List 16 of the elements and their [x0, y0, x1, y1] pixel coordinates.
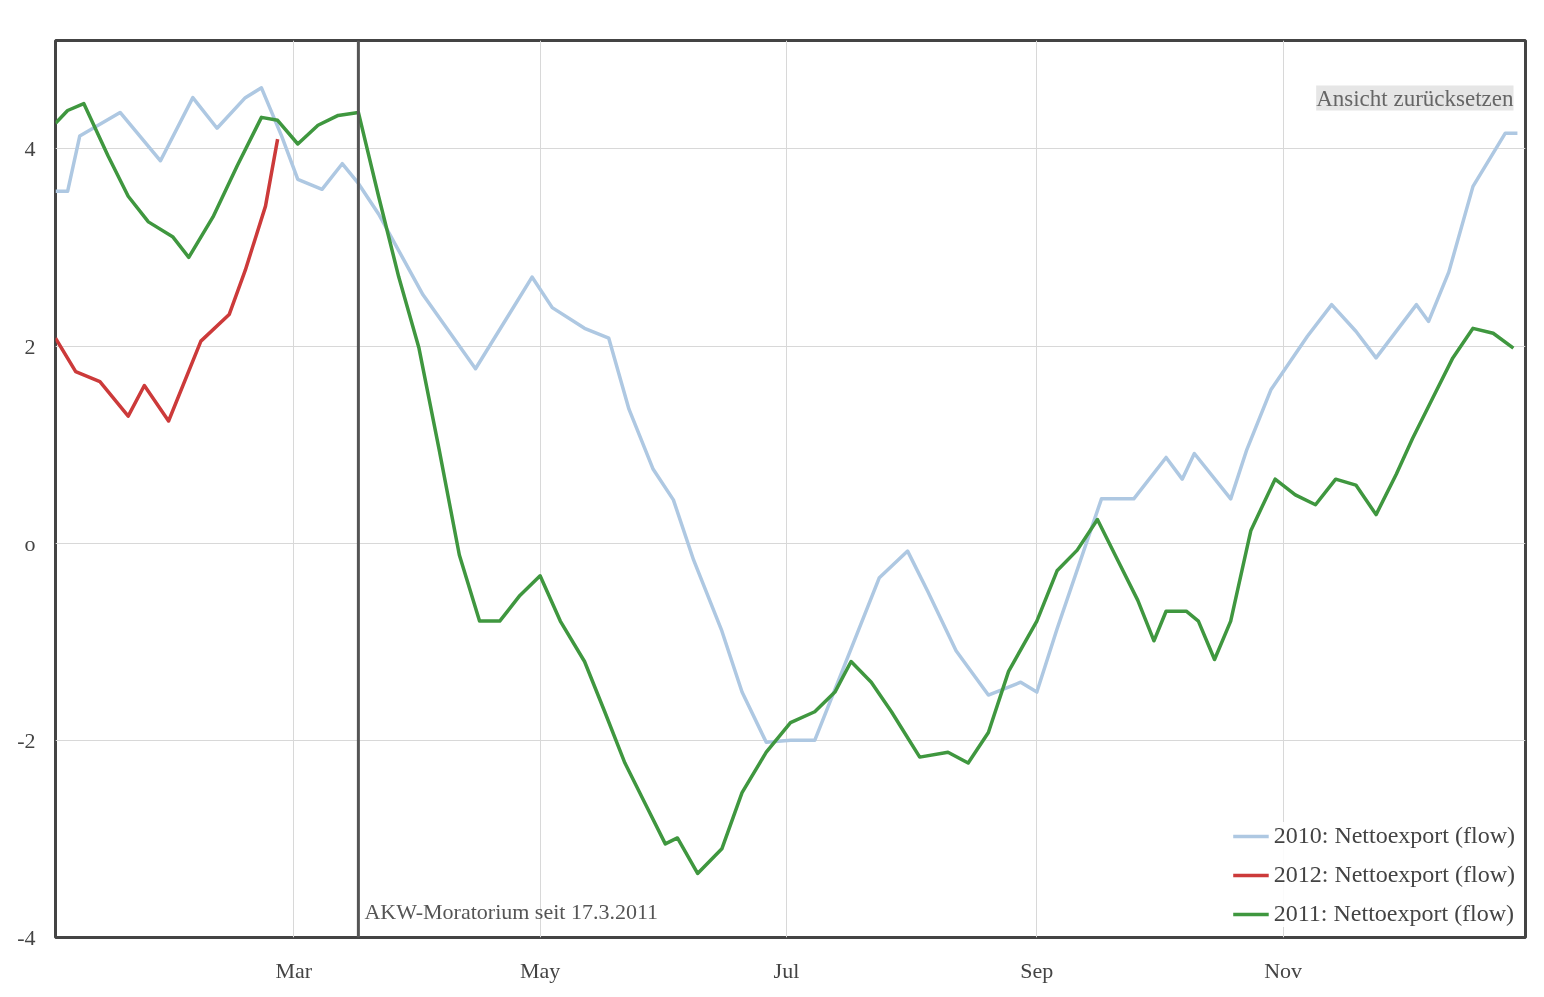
x-tick-label: Jul — [773, 957, 800, 983]
y-tick-label: -4 — [17, 925, 36, 950]
y-tick-label: 4 — [24, 136, 36, 162]
legend-label: 2010: Nettoexport (flow) — [1273, 822, 1515, 849]
y-tick-label: o — [24, 530, 36, 556]
x-tick-label: Nov — [1264, 957, 1303, 983]
annotation: Ansicht zurücksetzen — [1316, 85, 1514, 111]
x-tick-label: Sep — [1020, 957, 1054, 983]
legend-label: 2011: Nettoexport (flow) — [1273, 900, 1515, 927]
line-series — [55, 137, 280, 423]
x-tick-label: Mar — [275, 957, 313, 983]
legend-label: 2012: Nettoexport (flow) — [1273, 861, 1515, 888]
y-tick-label: 2 — [24, 333, 36, 359]
x-tick-label: May — [519, 957, 561, 983]
y-tick-label: -2 — [17, 727, 36, 753]
ref-line-label: AKW-Moratorium seit 17.3.2011 — [364, 898, 659, 924]
